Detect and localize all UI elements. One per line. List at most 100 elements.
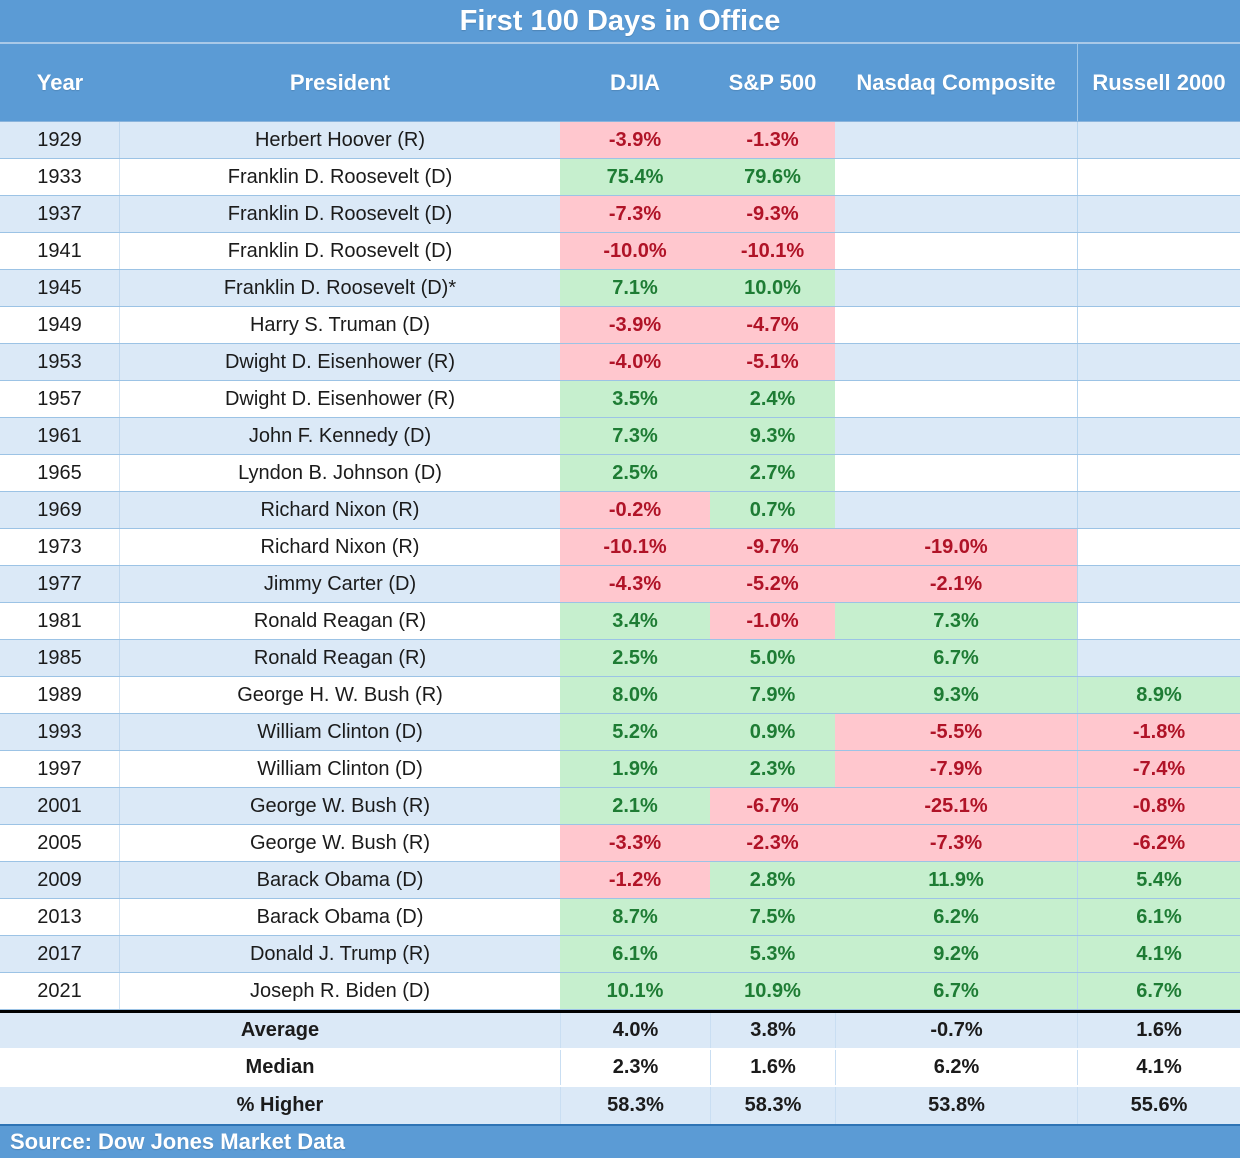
cell-djia: 2.5%	[560, 640, 710, 676]
table-body: 1929 Herbert Hoover (R) -3.9% -1.3% 1933 Fran…	[0, 122, 1240, 1010]
summary-body: Average 4.0% 3.8% -0.7% 1.6% Median 2.3% 1.6% 6.…	[0, 1010, 1240, 1124]
cell-sp500: 7.9%	[710, 677, 835, 713]
cell-djia: -10.0%	[560, 233, 710, 269]
cell-year: 1953	[0, 344, 120, 380]
cell-president: Donald J. Trump (R)	[249, 942, 431, 965]
cell-nasdaq: 7.3%	[835, 603, 1077, 639]
cell-djia: 75.4%	[560, 159, 710, 195]
table-row: 1989 George H. W. Bush (R) 8.0% 7.9% 9.3% 8.9…	[0, 677, 1240, 714]
summary-cell-nasdaq: 53.8%	[835, 1087, 1077, 1124]
cell-president: Joseph R. Biden (D)	[249, 979, 431, 1002]
cell-year: 1981	[0, 603, 120, 639]
cell-russell	[1077, 344, 1240, 380]
cell-sp500: 2.8%	[710, 862, 835, 898]
table-row: 1937 Franklin D. Roosevelt (D) -7.3% -9.3%	[0, 196, 1240, 233]
cell-russell	[1077, 640, 1240, 676]
cell-nasdaq	[835, 233, 1077, 269]
cell-sp500: -4.7%	[710, 307, 835, 343]
cell-djia: -3.9%	[560, 307, 710, 343]
cell-president: Franklin D. Roosevelt (D)	[227, 202, 453, 225]
cell-year: 2001	[0, 788, 120, 824]
cell-russell	[1077, 233, 1240, 269]
summary-cell-djia: 2.3%	[560, 1050, 710, 1085]
summary-cell-sp500: 3.8%	[710, 1013, 835, 1048]
cell-djia: 6.1%	[560, 936, 710, 972]
cell-president: Dwight D. Eisenhower (R)	[224, 387, 456, 410]
summary-cell-djia: 4.0%	[560, 1013, 710, 1048]
table-row: 1969 Richard Nixon (R) -0.2% 0.7%	[0, 492, 1240, 529]
column-header-nasdaq: Nasdaq Composite	[856, 69, 1056, 95]
cell-nasdaq	[835, 307, 1077, 343]
table-row: 1973 Richard Nixon (R) -10.1% -9.7% -19.0%	[0, 529, 1240, 566]
table-row: 1945 Franklin D. Roosevelt (D)* 7.1% 10.0%	[0, 270, 1240, 307]
summary-cell-nasdaq: -0.7%	[835, 1013, 1077, 1048]
cell-year: 1973	[0, 529, 120, 565]
cell-year: 1977	[0, 566, 120, 602]
cell-nasdaq: 6.7%	[835, 973, 1077, 1009]
cell-year: 2009	[0, 862, 120, 898]
cell-year: 1937	[0, 196, 120, 232]
summary-row: Average 4.0% 3.8% -0.7% 1.6%	[0, 1013, 1240, 1050]
cell-president: Barack Obama (D)	[256, 868, 424, 891]
cell-nasdaq	[835, 344, 1077, 380]
cell-djia: 2.5%	[560, 455, 710, 491]
cell-djia: 3.5%	[560, 381, 710, 417]
table-row: 1933 Franklin D. Roosevelt (D) 75.4% 79.6%	[0, 159, 1240, 196]
table-row: 1949 Harry S. Truman (D) -3.9% -4.7%	[0, 307, 1240, 344]
table-header-row: Year President DJIA S&P 500 Nasdaq Compo…	[0, 44, 1240, 122]
cell-sp500: -10.1%	[710, 233, 835, 269]
table-row: 1961 John F. Kennedy (D) 7.3% 9.3%	[0, 418, 1240, 455]
cell-russell: -1.8%	[1077, 714, 1240, 750]
cell-russell	[1077, 418, 1240, 454]
cell-russell: -7.4%	[1077, 751, 1240, 787]
cell-president: Franklin D. Roosevelt (D)	[227, 165, 453, 188]
cell-president: Franklin D. Roosevelt (D)	[227, 239, 453, 262]
cell-djia: -7.3%	[560, 196, 710, 232]
cell-russell	[1077, 603, 1240, 639]
table-row: 2013 Barack Obama (D) 8.7% 7.5% 6.2% 6.1%	[0, 899, 1240, 936]
table-row: 2005 George W. Bush (R) -3.3% -2.3% -7.3% -6.…	[0, 825, 1240, 862]
column-header-sp500: S&P 500	[728, 69, 817, 95]
cell-sp500: 7.5%	[710, 899, 835, 935]
cell-year: 1965	[0, 455, 120, 491]
cell-sp500: -9.7%	[710, 529, 835, 565]
cell-nasdaq: 11.9%	[835, 862, 1077, 898]
cell-djia: -0.2%	[560, 492, 710, 528]
title-text: First 100 Days in Office	[459, 4, 781, 37]
cell-year: 1989	[0, 677, 120, 713]
table-row: 2017 Donald J. Trump (R) 6.1% 5.3% 9.2% 4.1%	[0, 936, 1240, 973]
cell-year: 1969	[0, 492, 120, 528]
cell-year: 1961	[0, 418, 120, 454]
cell-sp500: 2.3%	[710, 751, 835, 787]
table-row: 2001 George W. Bush (R) 2.1% -6.7% -25.1% -0.…	[0, 788, 1240, 825]
cell-sp500: -5.1%	[710, 344, 835, 380]
cell-president: Richard Nixon (R)	[260, 535, 420, 558]
column-header-president: President	[289, 69, 391, 95]
summary-cell-djia: 58.3%	[560, 1087, 710, 1124]
cell-djia: -3.3%	[560, 825, 710, 861]
table-row: 2009 Barack Obama (D) -1.2% 2.8% 11.9% 5.4%	[0, 862, 1240, 899]
cell-russell: 5.4%	[1077, 862, 1240, 898]
cell-russell: -6.2%	[1077, 825, 1240, 861]
page-title: First 100 Days in Office	[0, 0, 1240, 44]
cell-russell	[1077, 307, 1240, 343]
cell-nasdaq	[835, 270, 1077, 306]
cell-president: John F. Kennedy (D)	[248, 424, 432, 447]
cell-year: 1993	[0, 714, 120, 750]
cell-russell	[1077, 492, 1240, 528]
cell-sp500: -9.3%	[710, 196, 835, 232]
summary-row: Median 2.3% 1.6% 6.2% 4.1%	[0, 1050, 1240, 1087]
cell-year: 1945	[0, 270, 120, 306]
cell-russell	[1077, 529, 1240, 565]
summary-cell-sp500: 58.3%	[710, 1087, 835, 1124]
cell-president: Harry S. Truman (D)	[249, 313, 431, 336]
table-row: 1993 William Clinton (D) 5.2% 0.9% -5.5% -1.8…	[0, 714, 1240, 751]
cell-year: 1933	[0, 159, 120, 195]
cell-russell	[1077, 381, 1240, 417]
cell-nasdaq	[835, 418, 1077, 454]
cell-djia: -3.9%	[560, 122, 710, 158]
cell-year: 1985	[0, 640, 120, 676]
cell-djia: -4.0%	[560, 344, 710, 380]
cell-djia: 3.4%	[560, 603, 710, 639]
cell-president: George W. Bush (R)	[249, 794, 431, 817]
